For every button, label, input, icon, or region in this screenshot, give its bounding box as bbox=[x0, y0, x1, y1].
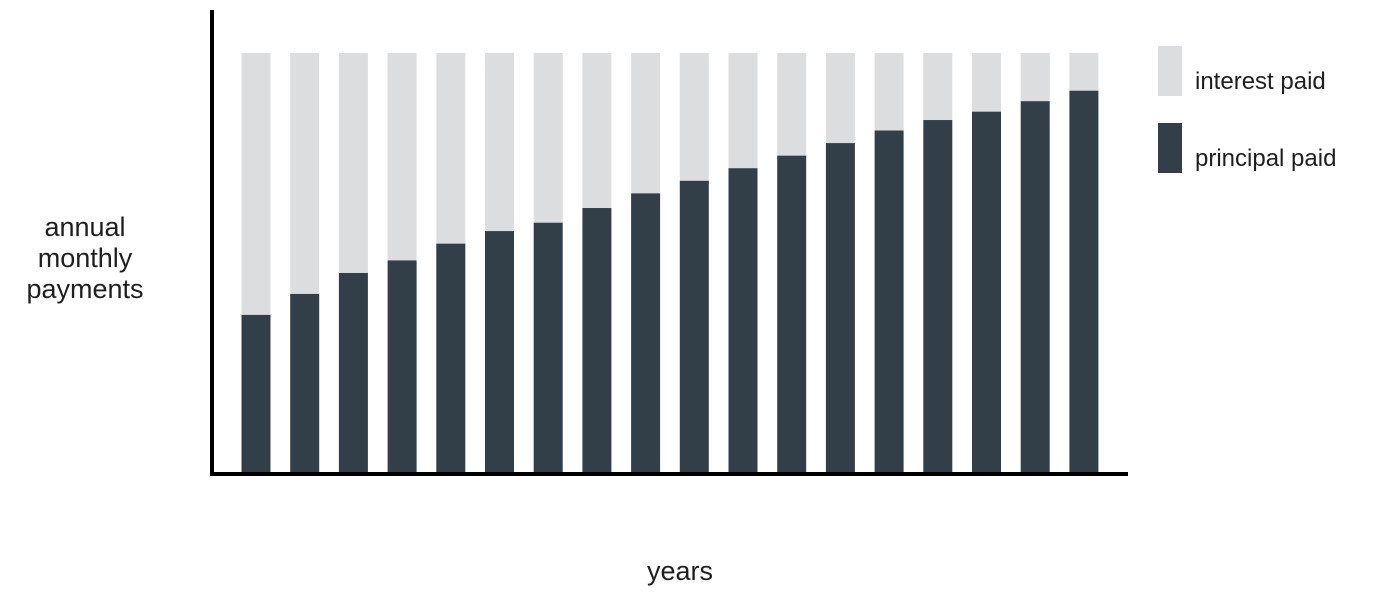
bar-interest-1 bbox=[241, 53, 271, 315]
bar-interest-8 bbox=[582, 53, 612, 209]
legend-swatch-interest bbox=[1158, 46, 1182, 96]
bar-interest-9 bbox=[631, 53, 661, 194]
bar-principal-1 bbox=[241, 314, 271, 472]
bar-interest-5 bbox=[436, 53, 466, 244]
bar-principal-12 bbox=[777, 155, 807, 472]
bar-interest-13 bbox=[825, 53, 855, 144]
bar-interest-16 bbox=[972, 53, 1001, 112]
legend-label-interest: interest paid bbox=[1195, 68, 1326, 95]
bar-principal-15 bbox=[923, 120, 953, 472]
bar-principal-8 bbox=[582, 208, 612, 472]
bar-interest-17 bbox=[1020, 53, 1050, 102]
bar-principal-7 bbox=[533, 222, 563, 472]
bar-interest-6 bbox=[485, 53, 514, 232]
bar-principal-4 bbox=[387, 260, 417, 472]
bar-principal-5 bbox=[436, 243, 466, 472]
bar-interest-15 bbox=[923, 53, 953, 121]
bar-principal-13 bbox=[825, 143, 855, 472]
bar-principal-14 bbox=[874, 130, 904, 472]
bar-interest-2 bbox=[290, 53, 320, 294]
bar-interest-3 bbox=[338, 53, 368, 273]
bar-principal-11 bbox=[728, 168, 758, 472]
bar-interest-7 bbox=[533, 53, 563, 223]
bar-principal-10 bbox=[679, 180, 709, 473]
bar-principal-6 bbox=[485, 231, 514, 472]
bar-principal-2 bbox=[290, 293, 320, 472]
legend-swatch-principal bbox=[1158, 123, 1182, 173]
bar-interest-14 bbox=[874, 53, 904, 131]
y-axis-label: annual monthly payments bbox=[26, 212, 144, 304]
bar-principal-9 bbox=[631, 193, 661, 473]
bar-principal-18 bbox=[1069, 90, 1099, 473]
x-axis-label: years bbox=[646, 556, 714, 586]
bar-principal-16 bbox=[972, 111, 1001, 472]
bar-principal-3 bbox=[338, 272, 368, 472]
bar-interest-18 bbox=[1069, 53, 1099, 91]
bar-interest-12 bbox=[777, 53, 807, 156]
bar-interest-11 bbox=[728, 53, 758, 169]
bar-interest-10 bbox=[679, 53, 709, 181]
legend-label-principal: principal paid bbox=[1195, 145, 1337, 172]
bars-group bbox=[241, 53, 1099, 473]
bar-principal-17 bbox=[1020, 101, 1050, 472]
bar-interest-4 bbox=[387, 53, 417, 261]
